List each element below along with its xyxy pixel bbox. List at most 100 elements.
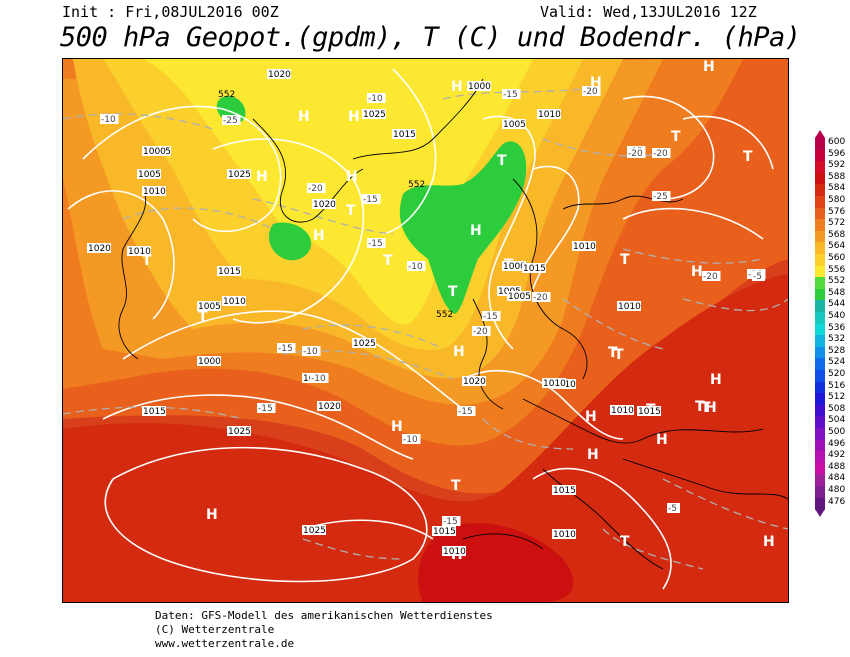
high-pressure-marker: H bbox=[763, 534, 775, 550]
isotherm-label: -20 bbox=[583, 87, 598, 97]
legend-label-572: 572 bbox=[828, 218, 846, 229]
isotherm-label: -20 bbox=[473, 327, 488, 337]
isobar-label: 1025 bbox=[228, 170, 251, 180]
legend-label-540: 540 bbox=[828, 311, 846, 321]
legend-swatch-540 bbox=[815, 312, 825, 325]
legend-label-516: 516 bbox=[828, 380, 846, 391]
isotherm-label: -15 bbox=[483, 312, 498, 322]
legend-swatch-524 bbox=[815, 358, 825, 371]
isotherm-label: -10 bbox=[403, 435, 418, 445]
isotherm-label: -10 bbox=[311, 374, 326, 384]
low-pressure-marker: T bbox=[614, 347, 624, 363]
legend-label-580: 580 bbox=[828, 195, 846, 205]
low-pressure-marker: T bbox=[142, 253, 152, 269]
low-pressure-marker: T bbox=[383, 253, 393, 269]
isobar-label-bg bbox=[522, 263, 546, 273]
high-pressure-marker: H bbox=[590, 75, 602, 91]
legend-label-484: 484 bbox=[828, 473, 846, 484]
high-pressure-marker: H bbox=[705, 400, 717, 416]
high-pressure-marker: H bbox=[348, 109, 360, 125]
isotherm-label: -10 bbox=[303, 347, 318, 357]
isobar-label: 1005 bbox=[198, 302, 221, 312]
legend-arrow-down bbox=[815, 509, 825, 518]
isobar-labels: 1020101510101005100010251015101010051000… bbox=[87, 69, 766, 557]
low-pressure-marker: T bbox=[701, 400, 711, 416]
low-pressure-marker: T bbox=[620, 252, 630, 268]
legend-swatch-588 bbox=[815, 172, 825, 185]
legend-label-568: 568 bbox=[828, 229, 846, 240]
legend-swatch-572 bbox=[815, 219, 825, 232]
isobar-label-bg bbox=[87, 243, 111, 253]
isobar-label-bg bbox=[362, 109, 386, 119]
legend-swatch-492 bbox=[815, 451, 825, 464]
isobar-label-bg bbox=[267, 69, 291, 79]
legend-swatch-532 bbox=[815, 335, 825, 348]
low-pressure-marker: T bbox=[608, 345, 618, 361]
legend-swatch-592 bbox=[815, 161, 825, 174]
isobar-label-bg bbox=[432, 526, 456, 536]
isobar-label: 1000 bbox=[468, 82, 491, 92]
legend-label-564: 564 bbox=[828, 241, 846, 252]
isotherm-label-bg bbox=[310, 373, 329, 383]
legend-label-520: 520 bbox=[828, 369, 846, 379]
legend-label-600: 600 bbox=[828, 137, 846, 147]
isobar-label: 1020 bbox=[318, 402, 341, 412]
isobar-label: 1005 bbox=[138, 170, 161, 180]
footer-website[interactable]: www.wetterzentrale.de bbox=[155, 637, 295, 650]
isobar-label-bg bbox=[302, 525, 326, 535]
isotherm-label-bg bbox=[222, 115, 241, 125]
high-pressure-marker: H bbox=[691, 264, 703, 280]
isobar-label-bg bbox=[222, 296, 246, 306]
isobar-label: 1025 bbox=[363, 110, 386, 120]
isotherm-label-bg bbox=[702, 271, 721, 281]
legend-swatch-536 bbox=[815, 323, 825, 336]
isobar-label: 1015 bbox=[393, 130, 416, 140]
pressure-center-labels: HHHHHHHHHHHHHHHHHHHHTTTTTTTTTTTTTTTTT552… bbox=[142, 59, 775, 563]
isotherm-label-bg bbox=[367, 238, 386, 248]
legend-label-524: 524 bbox=[828, 357, 846, 368]
legend-label-588: 588 bbox=[828, 171, 846, 182]
isotherm-label-bg bbox=[752, 271, 765, 281]
legend-swatch-564 bbox=[815, 242, 825, 255]
legend-label-548: 548 bbox=[828, 287, 846, 298]
legend-swatch-560 bbox=[815, 254, 825, 267]
low-pressure-marker: T bbox=[620, 534, 630, 550]
isobar-label: 1010 bbox=[618, 302, 641, 312]
isobar-label: 1010 bbox=[143, 187, 166, 197]
high-pressure-marker: H bbox=[298, 109, 310, 125]
legend-swatch-548 bbox=[815, 288, 825, 301]
isobar-label-bg bbox=[572, 241, 596, 251]
isobar-label-bg bbox=[217, 266, 241, 276]
isobar-label: 1015 bbox=[523, 264, 546, 274]
isotherm-label: -5 bbox=[668, 504, 677, 514]
low-pressure-marker: T bbox=[448, 284, 458, 300]
legend-label-496: 496 bbox=[828, 438, 846, 449]
legend-swatch-600 bbox=[815, 138, 825, 151]
isotherm-label: -15 bbox=[368, 239, 383, 249]
isobars bbox=[67, 68, 774, 590]
legend-swatch-512 bbox=[815, 393, 825, 406]
isotherm-label: -10 bbox=[101, 115, 116, 125]
high-pressure-marker: H bbox=[453, 344, 465, 360]
isotherm-label: -10 bbox=[368, 94, 383, 104]
chart-title: 500 hPa Geopot.(gpdm), T (C) und Bodendr… bbox=[60, 22, 801, 53]
isotherm-label-bg bbox=[472, 326, 491, 336]
isotherm-label: -15 bbox=[458, 407, 473, 417]
high-pressure-marker: H bbox=[587, 447, 599, 463]
footer-data-source: Daten: GFS-Modell des amerikanischen Wet… bbox=[155, 609, 493, 622]
isobar-label-bg bbox=[507, 291, 531, 301]
legend-label-492: 492 bbox=[828, 450, 846, 461]
footer-copyright: (C) Wetterzentrale bbox=[155, 623, 275, 636]
legend-swatch-508 bbox=[815, 404, 825, 417]
isobar-label: 1010 bbox=[538, 110, 561, 120]
high-pressure-marker: H bbox=[346, 169, 358, 185]
weather-map[interactable]: HHHHHHHHHHHHHHHHHHHHTTTTTTTTTTTTTTTTT552… bbox=[62, 58, 789, 603]
low-pressure-marker: T bbox=[497, 153, 507, 169]
isobar-label-bg bbox=[392, 129, 416, 139]
isotherm-label-bg bbox=[482, 311, 501, 321]
isotherm-label-bg bbox=[302, 346, 321, 356]
legend-swatch-584 bbox=[815, 184, 825, 197]
isobar-label-bg bbox=[227, 169, 251, 179]
field-584 bbox=[418, 523, 574, 602]
isotherm-label: -25 bbox=[653, 192, 668, 202]
